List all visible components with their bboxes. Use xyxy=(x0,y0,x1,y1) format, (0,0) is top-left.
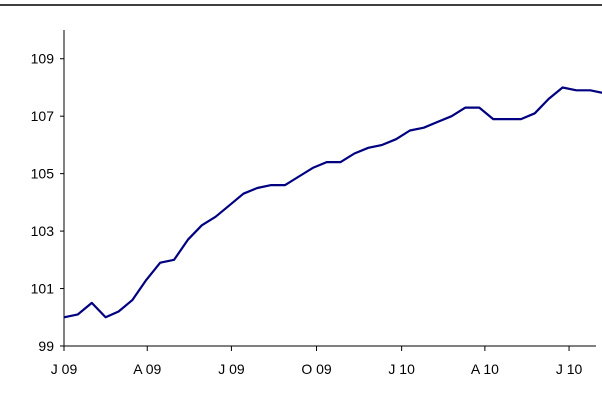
x-tick-label: A 10 xyxy=(471,361,499,377)
y-tick-label: 99 xyxy=(38,338,54,354)
x-tick-label: J 10 xyxy=(388,361,415,377)
series-line xyxy=(63,86,602,319)
y-tick-label: 103 xyxy=(31,223,55,239)
x-tick-label: O 09 xyxy=(301,361,332,377)
x-tick-label: J 10 xyxy=(556,361,583,377)
x-tick-label: A 09 xyxy=(133,361,161,377)
y-tick-label: 109 xyxy=(31,51,55,67)
y-tick-label: 101 xyxy=(31,281,55,297)
y-tick-label: 107 xyxy=(31,108,55,124)
x-tick-label: J 09 xyxy=(218,361,245,377)
x-axis: J 09A 09J 09O 09J 10A 10J 10O 10J 11A 11… xyxy=(51,345,596,377)
x-tick-label: J 09 xyxy=(51,361,78,377)
y-axis: 99 101 103 105 107 109 xyxy=(31,30,65,354)
series-layer xyxy=(63,86,602,319)
y-tick-label: 105 xyxy=(31,166,55,182)
